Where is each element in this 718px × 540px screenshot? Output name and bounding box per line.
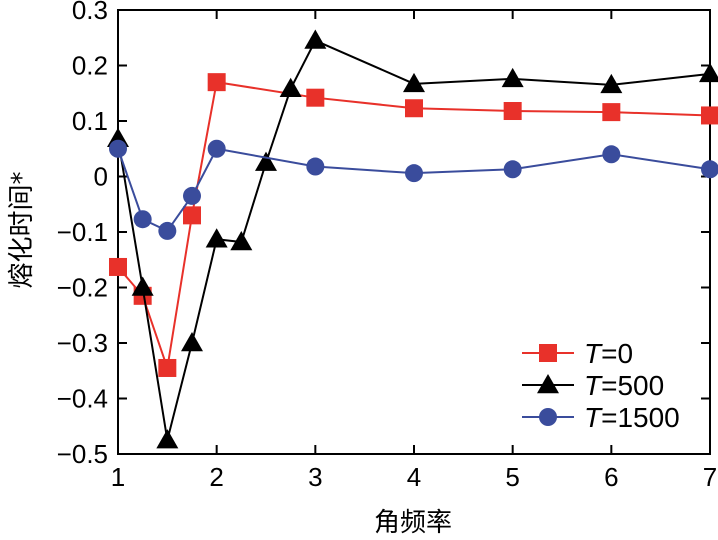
series-line [117,81,711,369]
legend-label-rest: =0 [601,338,633,369]
data-point [156,429,179,449]
data-point [183,186,201,205]
x-tick-label: 4 [407,462,421,492]
y-tick-label: −0.4 [57,384,108,414]
series-t0 [109,73,718,377]
series-layer [107,29,718,449]
data-point [602,103,621,122]
legend-marker [537,374,559,394]
x-tick-label: 3 [308,462,322,492]
data-point [403,72,425,93]
data-point [405,164,423,183]
data-point [501,67,524,88]
data-point [207,73,226,92]
data-point [306,88,325,107]
x-tick-label: 6 [604,462,618,492]
data-point [158,358,177,377]
data-point [205,228,228,248]
legend-label-italic: T [584,338,603,369]
data-point [181,332,203,352]
data-point [255,151,277,171]
data-point [109,139,127,158]
data-point [701,160,718,179]
data-point [158,221,177,240]
x-axis-title: 角频率 [374,508,452,538]
data-point [131,276,154,296]
x-tick-label: 7 [703,462,717,492]
data-point [405,99,423,118]
legend-entry: T=1500 [522,402,680,433]
y-tick-label: −0.1 [57,217,108,247]
data-point [503,160,522,179]
series-line [117,147,711,233]
data-point [503,102,522,121]
legend-entry: T=500 [522,370,664,401]
y-tick-label: −0.2 [57,273,108,303]
data-point [304,29,327,49]
legend-marker [539,408,557,426]
series-t500 [107,29,718,449]
legend-label: T=0 [584,338,633,369]
data-point [279,77,302,98]
data-point [133,210,152,229]
y-tick-label: 0.2 [72,51,108,81]
y-tick-label: 0.1 [72,106,108,136]
data-point [207,139,226,158]
data-point [230,230,253,251]
data-point [602,145,621,164]
legend-label-italic: T [584,370,603,401]
x-tick-label: 2 [209,462,223,492]
data-point [701,106,718,125]
y-tick-label: 0.3 [72,0,108,25]
data-point [306,157,325,176]
legend-marker [539,344,557,362]
legend-entry: T=0 [522,338,633,369]
y-tick-label: 0 [94,162,108,192]
legend-label-italic: T [584,402,603,433]
legend-label-rest: =1500 [601,402,680,433]
tick-labels: 1 2 3 4 5 6 7 0.3 0.2 0.1 0 −0.1 −0.2 −0.3 −0.4 −0.5 [57,0,718,492]
y-axis-title: 熔化时间* [7,171,37,288]
legend-label: T=500 [584,370,664,401]
data-point [109,257,127,276]
y-tick-label: −0.5 [57,439,108,469]
x-tick-label: 1 [111,462,125,492]
legend-label: T=1500 [584,402,680,433]
series-t1500 [109,139,718,240]
x-tick-label: 5 [505,462,519,492]
y-tick-label: −0.3 [57,328,108,358]
data-point [600,73,623,94]
legend-label-rest: =500 [601,370,664,401]
data-point [699,62,718,83]
data-point [183,206,201,225]
